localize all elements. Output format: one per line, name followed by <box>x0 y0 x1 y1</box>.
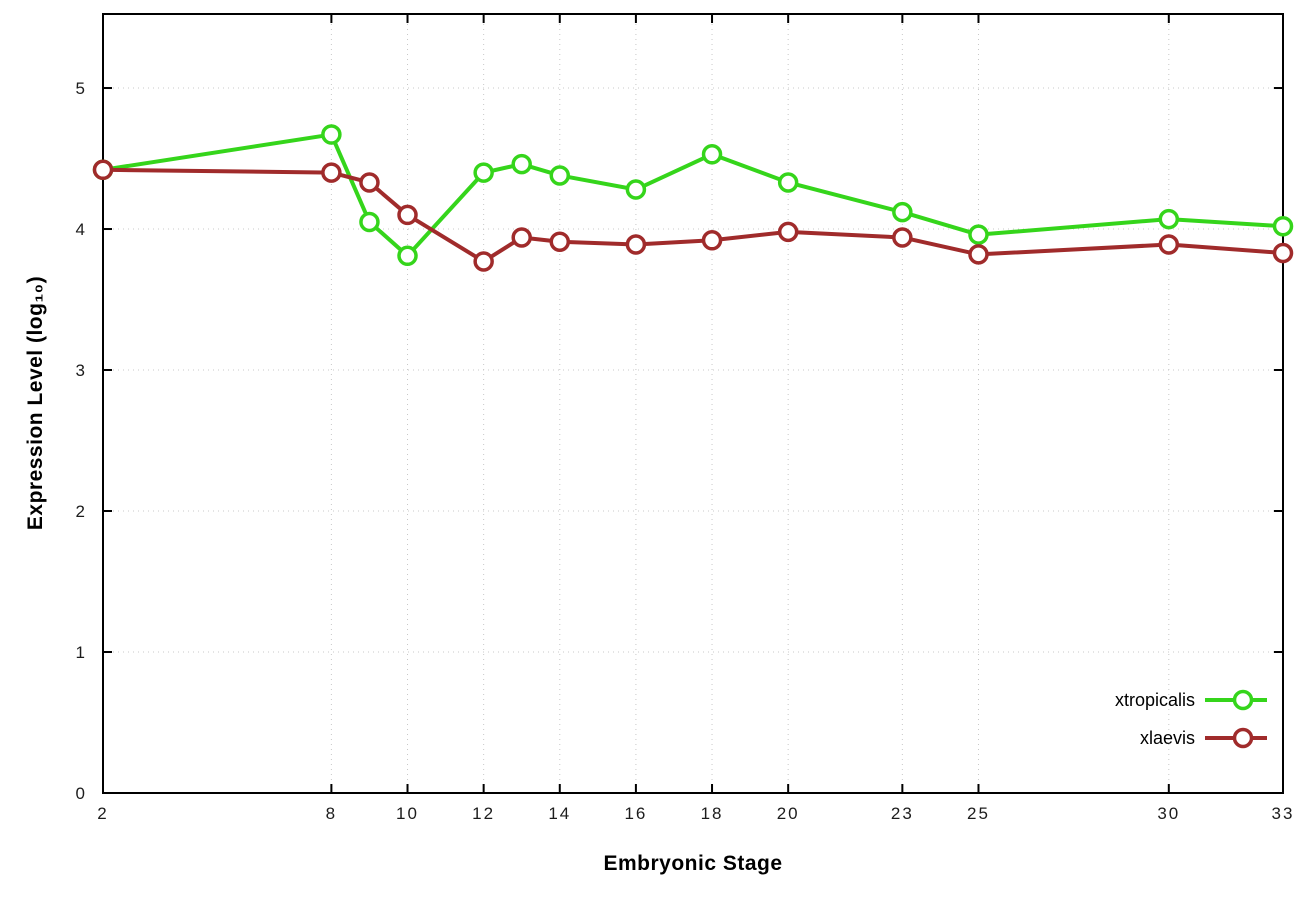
x-axis-title: Embryonic Stage <box>603 852 783 875</box>
x-tick-label: 14 <box>548 804 571 823</box>
y-tick-label: 2 <box>76 502 87 521</box>
legend-label-xtropicalis: xtropicalis <box>1115 690 1195 710</box>
series-marker-xlaevis <box>625 234 647 255</box>
series-line-xlaevis <box>101 167 1285 264</box>
series-marker-xlaevis <box>473 251 494 272</box>
legend-label-xlaevis: xlaevis <box>1140 728 1195 748</box>
series-marker-xtropicalis <box>1158 208 1180 230</box>
series-marker-xlaevis <box>397 204 418 226</box>
series-marker-xtropicalis <box>1272 215 1294 237</box>
series-marker-xtropicalis <box>511 153 532 175</box>
series-marker-xtropicalis <box>473 162 494 183</box>
series-line-xtropicalis <box>101 132 1285 258</box>
series-marker-xtropicalis <box>701 144 723 165</box>
series-marker-xtropicalis <box>777 172 799 193</box>
plot-border <box>102 13 1284 794</box>
series-marker-xlaevis <box>549 231 571 252</box>
y-axis-title: Expression Level (log₁₀) <box>24 275 47 531</box>
series-marker-xlaevis <box>92 159 114 181</box>
series-marker-xtropicalis <box>968 224 989 245</box>
legend-marker-xtropicalis <box>1232 689 1254 711</box>
series-marker-xlaevis <box>1158 234 1180 255</box>
series-marker-xtropicalis <box>359 211 380 233</box>
x-tick-label: 12 <box>472 804 495 823</box>
series-marker-xlaevis <box>321 162 342 183</box>
x-tick-label: 20 <box>777 804 800 823</box>
series-marker-xtropicalis <box>321 124 342 145</box>
x-tick-label: 18 <box>701 804 724 823</box>
series-marker-xtropicalis <box>397 245 418 267</box>
y-tick-label: 4 <box>76 220 87 239</box>
y-tick-label: 5 <box>76 79 87 98</box>
y-tick-label: 0 <box>76 784 87 803</box>
x-tick-label: 23 <box>891 804 914 823</box>
series-marker-xlaevis <box>777 221 799 243</box>
y-tick-label: 1 <box>76 643 87 662</box>
series-marker-xlaevis <box>1272 242 1294 264</box>
y-tick-label: 3 <box>76 361 87 380</box>
series-marker-xlaevis <box>511 227 532 248</box>
x-tick-label: 8 <box>326 804 337 823</box>
x-tick-label: 2 <box>97 804 108 823</box>
x-tick-label: 25 <box>967 804 990 823</box>
series-marker-xtropicalis <box>892 201 913 223</box>
series-marker-xtropicalis <box>549 165 571 186</box>
legend-marker-xlaevis <box>1232 727 1254 749</box>
series-marker-xlaevis <box>892 227 913 248</box>
x-tick-label: 30 <box>1157 804 1180 823</box>
x-tick-label: 33 <box>1272 804 1295 823</box>
x-tick-label: 10 <box>396 804 419 823</box>
x-tick-label: 16 <box>624 804 647 823</box>
series-marker-xlaevis <box>968 244 989 265</box>
series-marker-xtropicalis <box>625 179 647 200</box>
series-marker-xlaevis <box>359 172 380 193</box>
series-marker-xlaevis <box>701 230 723 251</box>
